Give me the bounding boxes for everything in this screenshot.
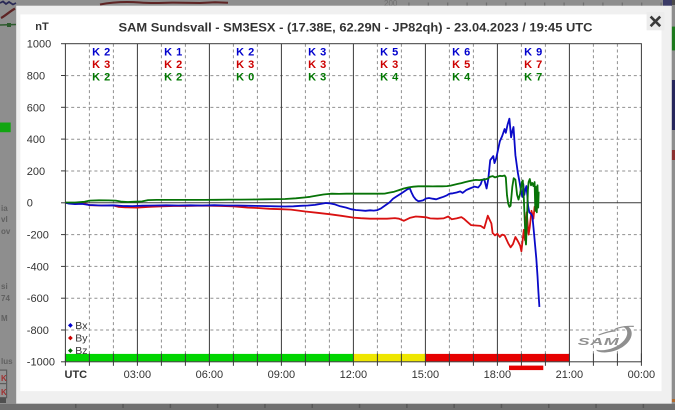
svg-text:M: M (1, 314, 8, 323)
svg-text:K 3: K 3 (380, 59, 399, 71)
svg-text:200: 200 (384, 0, 398, 8)
svg-text:ia: ia (1, 204, 8, 213)
svg-text:K 7: K 7 (524, 72, 543, 84)
svg-text:-400: -400 (27, 261, 49, 273)
svg-text:K 2: K 2 (236, 46, 255, 58)
svg-text:K 2: K 2 (164, 59, 183, 71)
svg-text:ov: ov (1, 227, 11, 236)
svg-text:21:00: 21:00 (556, 369, 584, 381)
svg-text:00:00: 00:00 (628, 369, 656, 381)
svg-text:K 5: K 5 (452, 59, 471, 71)
svg-text:0: 0 (27, 198, 33, 210)
svg-text:By: By (75, 333, 88, 345)
svg-text:Bz: Bz (75, 345, 87, 357)
svg-text:UTC: UTC (65, 369, 88, 381)
svg-text:K 2: K 2 (164, 72, 183, 84)
svg-text:SAM: SAM (578, 336, 620, 347)
svg-text:lus: lus (1, 357, 13, 366)
svg-text:K 0: K 0 (236, 72, 255, 84)
svg-text:15:00: 15:00 (412, 369, 440, 381)
svg-text:09:00: 09:00 (268, 369, 296, 381)
svg-text:K 2: K 2 (92, 46, 111, 58)
svg-text:K 2: K 2 (92, 72, 111, 84)
svg-text:K 3: K 3 (92, 59, 111, 71)
svg-text:03:00: 03:00 (124, 369, 152, 381)
svg-text:SAM Sundsvall - SM3ESX - (17.3: SAM Sundsvall - SM3ESX - (17.38E, 62.29N… (119, 20, 593, 34)
svg-text:-200: -200 (27, 230, 49, 242)
svg-text:K 4: K 4 (452, 72, 471, 84)
svg-text:18:00: 18:00 (484, 369, 512, 381)
svg-text:06:00: 06:00 (196, 369, 224, 381)
svg-text:nT: nT (35, 21, 49, 33)
svg-text:K 3: K 3 (308, 46, 327, 58)
svg-text:K: K (1, 388, 7, 397)
svg-text:K 6: K 6 (452, 46, 471, 58)
svg-text:Bx: Bx (75, 320, 88, 332)
svg-text:12:00: 12:00 (340, 369, 368, 381)
svg-text:-1000: -1000 (27, 357, 55, 369)
svg-text:400: 400 (27, 134, 45, 146)
svg-text:-800: -800 (27, 325, 49, 337)
svg-text:K 3: K 3 (236, 59, 255, 71)
svg-text:200: 200 (27, 166, 45, 178)
svg-text:K 5: K 5 (380, 46, 399, 58)
svg-text:K 3: K 3 (308, 72, 327, 84)
svg-text:K 1: K 1 (164, 46, 183, 58)
svg-text:K: K (1, 374, 7, 383)
svg-text:K 3: K 3 (308, 59, 327, 71)
svg-text:1000: 1000 (27, 39, 51, 51)
svg-text:K 7: K 7 (524, 59, 543, 71)
svg-text:K 9: K 9 (524, 46, 543, 58)
svg-text:600: 600 (27, 102, 45, 114)
svg-text:-600: -600 (27, 293, 49, 305)
svg-text:K 4: K 4 (380, 72, 399, 84)
svg-text:vl: vl (1, 215, 8, 224)
svg-text:74: 74 (1, 294, 10, 303)
svg-text:si: si (1, 282, 8, 291)
svg-text:800: 800 (27, 71, 45, 83)
